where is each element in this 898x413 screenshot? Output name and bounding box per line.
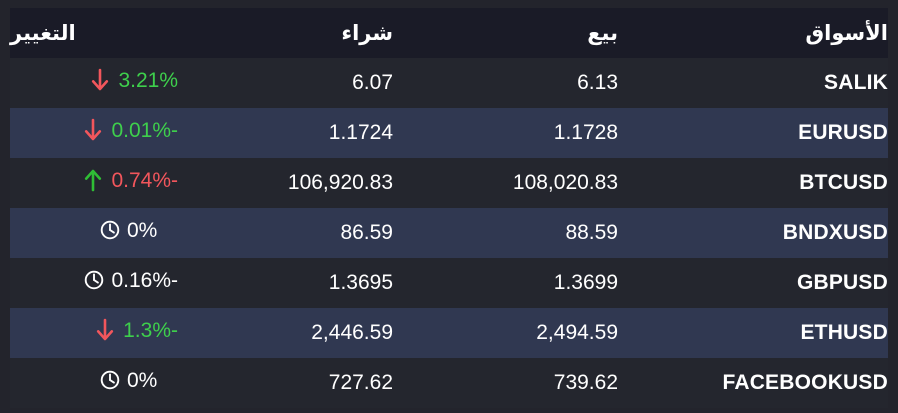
table-row[interactable]: SALIK 6.13 6.07 3.21% xyxy=(10,58,888,108)
cell-market-symbol[interactable]: ETHUSD xyxy=(800,321,888,344)
column-header-change[interactable]: التغيير xyxy=(10,21,76,45)
cell-market-symbol[interactable]: BNDXUSD xyxy=(782,221,888,244)
arrow-down-icon xyxy=(84,118,102,142)
cell-market-symbol[interactable]: BTCUSD xyxy=(799,171,888,194)
column-header-market[interactable]: الأسواق xyxy=(805,21,888,45)
change-indicator: 3.21% xyxy=(1,68,178,92)
cell-change: -1.3% xyxy=(10,308,178,358)
cell-buy-price[interactable]: 1.3695 xyxy=(328,271,393,294)
change-indicator: -0.01% xyxy=(0,118,178,142)
change-percent-label: -0.74% xyxy=(111,168,178,192)
cell-buy-price[interactable]: 1.1724 xyxy=(328,121,393,144)
cell-change: -0.16% xyxy=(10,258,178,308)
cell-sell-price[interactable]: 1.1728 xyxy=(553,121,618,144)
header-row: الأسواق بيع شراء التغيير xyxy=(10,8,888,58)
change-indicator: -1.3% xyxy=(6,318,178,342)
arrow-up-icon xyxy=(84,168,102,192)
cell-buy-price[interactable]: 2,446.59 xyxy=(311,321,393,344)
markets-table: الأسواق بيع شراء التغيير SALIK 6.13 6.07 3.… xyxy=(10,8,888,408)
arrow-down-icon xyxy=(91,68,109,92)
change-indicator: 0% xyxy=(10,368,157,392)
cell-change: 0% xyxy=(10,358,178,408)
cell-market-symbol[interactable]: SALIK xyxy=(824,71,888,94)
cell-sell-price[interactable]: 2,494.59 xyxy=(536,321,618,344)
cell-sell-price[interactable]: 6.13 xyxy=(577,71,618,94)
markets-table-header: الأسواق بيع شراء التغيير xyxy=(10,8,888,58)
column-header-sell[interactable]: بيع xyxy=(587,21,618,45)
change-percent-label: 0% xyxy=(127,218,158,242)
change-indicator: -0.16% xyxy=(0,268,178,292)
clock-icon xyxy=(100,368,120,392)
table-row[interactable]: BNDXUSD 88.59 86.59 0% xyxy=(10,208,888,258)
table-row[interactable]: FACEBOOKUSD 739.62 727.62 0% xyxy=(10,358,888,408)
clock-icon xyxy=(100,218,120,242)
cell-change: 0% xyxy=(10,208,178,258)
table-row[interactable]: BTCUSD 108,020.83 106,920.83 -0.74% xyxy=(10,158,888,208)
cell-market-symbol[interactable]: GBPUSD xyxy=(796,271,888,294)
cell-market-symbol[interactable]: FACEBOOKUSD xyxy=(722,371,888,394)
cell-buy-price[interactable]: 106,920.83 xyxy=(287,171,393,194)
cell-sell-price[interactable]: 1.3699 xyxy=(553,271,618,294)
table-row[interactable]: EURUSD 1.1728 1.1724 -0.01% xyxy=(10,108,888,158)
cell-sell-price[interactable]: 739.62 xyxy=(553,371,618,394)
cell-buy-price[interactable]: 86.59 xyxy=(340,221,393,244)
cell-buy-price[interactable]: 6.07 xyxy=(352,71,393,94)
cell-market-symbol[interactable]: EURUSD xyxy=(798,121,888,144)
table-row[interactable]: ETHUSD 2,494.59 2,446.59 -1.3% xyxy=(10,308,888,358)
column-header-buy[interactable]: شراء xyxy=(341,21,393,45)
arrow-down-icon xyxy=(96,318,114,342)
change-percent-label: 3.21% xyxy=(118,68,178,92)
markets-table-body: SALIK 6.13 6.07 3.21% EURUSD 1.1728 1.1724 -0.0… xyxy=(10,58,888,408)
change-percent-label: -0.16% xyxy=(111,268,178,292)
change-percent-label: -1.3% xyxy=(123,318,178,342)
cell-change: 3.21% xyxy=(10,58,178,108)
change-percent-label: -0.01% xyxy=(111,118,178,142)
cell-change: -0.74% xyxy=(10,158,178,208)
clock-icon xyxy=(84,268,104,292)
cell-sell-price[interactable]: 108,020.83 xyxy=(512,171,618,194)
change-indicator: 0% xyxy=(10,218,157,242)
cell-sell-price[interactable]: 88.59 xyxy=(565,221,618,244)
change-indicator: -0.74% xyxy=(0,168,178,192)
change-percent-label: 0% xyxy=(127,368,158,392)
table-row[interactable]: GBPUSD 1.3699 1.3695 -0.16% xyxy=(10,258,888,308)
cell-change: -0.01% xyxy=(10,108,178,158)
cell-buy-price[interactable]: 727.62 xyxy=(328,371,393,394)
